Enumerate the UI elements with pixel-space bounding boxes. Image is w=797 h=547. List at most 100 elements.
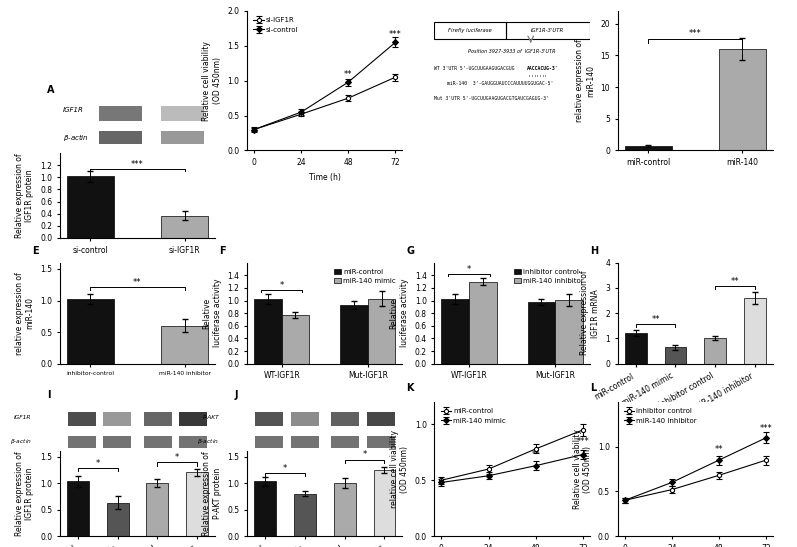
Text: D: D [590, 0, 598, 2]
Bar [67, 176, 114, 238]
Y-axis label: relative expression of
miR-140: relative expression of miR-140 [15, 272, 34, 354]
Text: *: * [363, 450, 367, 459]
Text: H: H [590, 247, 598, 257]
Text: L: L [590, 383, 596, 393]
Bar [368, 299, 395, 364]
Text: ***: *** [760, 423, 772, 433]
Y-axis label: Relative expression of
IGF1R mRNA: Relative expression of IGF1R mRNA [580, 271, 599, 356]
Bar [107, 503, 128, 536]
Text: *: * [96, 459, 100, 468]
Bar [161, 106, 204, 121]
Bar [331, 435, 359, 448]
Bar [291, 412, 319, 426]
Y-axis label: Relative expression of
P-AKT protein: Relative expression of P-AKT protein [202, 451, 222, 536]
Bar [556, 300, 583, 364]
Bar [705, 339, 726, 364]
Bar [147, 483, 168, 536]
Text: ***: *** [132, 160, 143, 168]
Bar [67, 299, 114, 364]
Bar [294, 493, 316, 536]
Bar [68, 435, 96, 448]
Bar [99, 106, 142, 121]
Text: P-AKT: P-AKT [202, 415, 219, 420]
Bar [254, 481, 276, 536]
Text: IGF1R-3'UTR: IGF1R-3'UTR [532, 28, 564, 33]
Bar [161, 326, 208, 364]
Bar [186, 473, 208, 536]
Bar [161, 131, 204, 144]
Text: Mut 3'UTR 5'-UGCUUGAAGUGACGTGAUCGAGUG-3': Mut 3'UTR 5'-UGCUUGAAGUGACGTGAUCGAGUG-3' [434, 96, 549, 101]
Y-axis label: Relative expression of
IGF1R protein: Relative expression of IGF1R protein [15, 451, 34, 536]
Text: ***: *** [576, 438, 589, 446]
Text: E: E [32, 247, 38, 257]
Bar [179, 435, 207, 448]
Bar [291, 435, 319, 448]
Legend: miR-control, miR-140 mimic: miR-control, miR-140 mimic [332, 266, 399, 287]
Y-axis label: relative cell viability
(OD 450nm): relative cell viability (OD 450nm) [390, 430, 409, 508]
Text: **: ** [731, 277, 740, 286]
Text: $\beta$-actin: $\beta$-actin [63, 132, 88, 143]
Text: C: C [422, 0, 429, 2]
Text: A: A [47, 85, 55, 95]
Bar [254, 299, 281, 364]
Text: **: ** [133, 278, 142, 287]
Text: Position 3927-3933 of  IGF1R-3'UTR: Position 3927-3933 of IGF1R-3'UTR [469, 49, 556, 54]
Text: B: B [219, 0, 226, 2]
Text: Firefly luciferase: Firefly luciferase [448, 28, 492, 33]
Bar [367, 412, 395, 426]
Y-axis label: Relative cell viability
(OD 450nm): Relative cell viability (OD 450nm) [202, 40, 222, 121]
Text: IGF1R: IGF1R [14, 415, 32, 420]
Text: I: I [47, 390, 51, 400]
Y-axis label: Relative cell viability
(OD 450nm): Relative cell viability (OD 450nm) [573, 429, 592, 509]
Bar [367, 435, 395, 448]
Bar [625, 333, 646, 364]
Bar [528, 302, 556, 364]
Text: miR-140  3'-GAUGGUAUCCCAUUUUGGUGAC-5': miR-140 3'-GAUGGUAUCCCAUUUUGGUGAC-5' [447, 81, 553, 86]
Bar [104, 435, 132, 448]
Text: WT 3'UTR 5'-UGCUUGAAGUGACGUG: WT 3'UTR 5'-UGCUUGAAGUGACGUG [434, 66, 515, 71]
Bar [179, 412, 207, 426]
Text: *: * [280, 281, 284, 289]
Y-axis label: Relative
luciferase activity: Relative luciferase activity [202, 279, 222, 347]
Bar [67, 481, 88, 536]
Text: *: * [175, 453, 179, 462]
X-axis label: Time (h): Time (h) [309, 173, 340, 182]
Bar [143, 435, 171, 448]
Text: K: K [406, 383, 414, 393]
Text: ***: *** [689, 30, 701, 38]
Text: **: ** [715, 445, 723, 454]
Bar [143, 412, 171, 426]
Bar [625, 146, 672, 150]
Bar [104, 412, 132, 426]
Bar [68, 412, 96, 426]
Bar [99, 131, 142, 144]
Text: **: ** [651, 315, 660, 324]
Bar [442, 299, 469, 364]
Text: J: J [234, 390, 238, 400]
Bar [161, 216, 208, 238]
Bar [255, 412, 283, 426]
Text: IGF1R: IGF1R [63, 108, 84, 113]
Text: $\beta$-actin: $\beta$-actin [197, 437, 219, 446]
Bar [469, 282, 497, 364]
Y-axis label: Relative expression of
IGF1R protein: Relative expression of IGF1R protein [15, 153, 34, 238]
Y-axis label: Relative
luciferase activity: Relative luciferase activity [390, 279, 409, 347]
Bar [331, 412, 359, 426]
Legend: si-IGF1R, si-control: si-IGF1R, si-control [250, 14, 301, 36]
Text: AACCACUG-3': AACCACUG-3' [527, 66, 559, 71]
Y-axis label: relative expression of
miR-140: relative expression of miR-140 [575, 39, 595, 122]
Bar [334, 483, 355, 536]
Legend: miR-control, miR-140 mimic: miR-control, miR-140 mimic [438, 405, 508, 427]
Bar [281, 315, 309, 364]
Text: G: G [406, 247, 414, 257]
Bar [665, 347, 686, 364]
Text: **: ** [532, 450, 540, 459]
Text: $\beta$-actin: $\beta$-actin [10, 437, 32, 446]
Bar [719, 49, 766, 150]
Text: *: * [283, 464, 287, 473]
Bar [340, 305, 368, 364]
Bar [374, 470, 395, 536]
Text: F: F [219, 247, 226, 257]
Legend: inhibitor control, miR-140 inhibitor: inhibitor control, miR-140 inhibitor [621, 405, 700, 427]
Bar [744, 298, 766, 364]
